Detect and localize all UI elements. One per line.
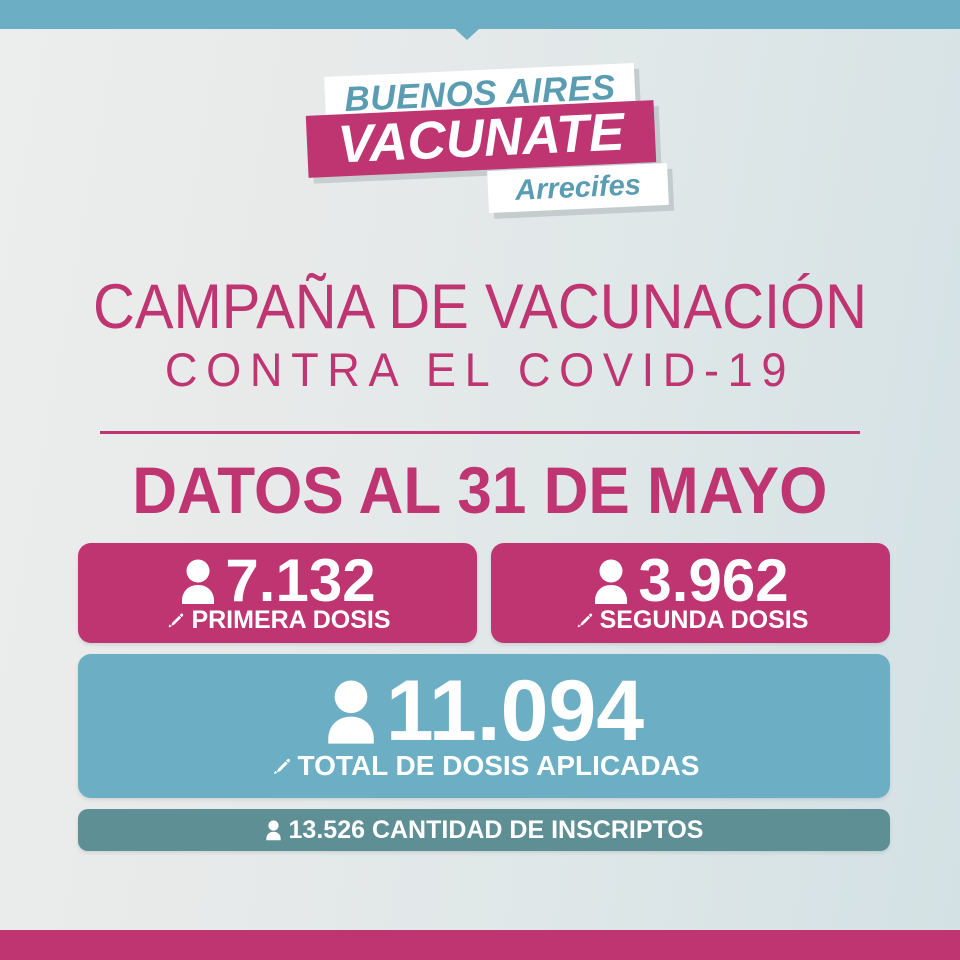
page-title-line-2: CONTRA EL COVID-19 [164,343,796,396]
stat-card-total-dosis-label-row: TOTAL DE DOSIS APLICADAS [269,750,700,782]
stat-card-primera-dosis-number: 7.132 [225,546,376,614]
logo-text-arrecifes: Arrecifes [514,169,642,207]
stat-card-total-dosis-label: TOTAL DE DOSIS APLICADAS [297,750,700,781]
stat-card-segunda-dosis-label-row: SEGUNDA DOSIS [573,605,809,635]
stat-card-segunda-dosis-main: 3.962 [592,546,789,614]
stat-card-segunda-dosis: 3.962 SEGUNDA DOSIS [491,543,890,643]
stats-row-doses: 7.132 PRIMERA DOSIS [78,543,890,643]
stat-strip-inscriptos-text: 13.526 CANTIDAD DE INSCRIPTOS [288,815,704,844]
stat-card-total-dosis-number: 11.094 [385,663,645,759]
person-icon [595,559,628,604]
syringe-icon [273,758,290,774]
syringe-icon [168,613,184,627]
stat-card-primera-dosis-label: PRIMERA DOSIS [191,605,391,634]
stat-card-total-dosis-main: 11.094 [324,663,645,759]
stats-section: 7.132 PRIMERA DOSIS [78,543,890,851]
data-date-heading-label: DATOS AL 31 DE MAYO [132,453,828,527]
data-date-heading: DATOS AL 31 DE MAYO [0,452,960,528]
stat-card-total-dosis: 11.094 TOTAL DE DOSIS APLICADAS [78,654,890,798]
stat-card-segunda-dosis-number: 3.962 [638,546,789,614]
page-title: CAMPAÑA DE VACUNACIÓN CONTRA EL COVID-19 [0,272,960,398]
person-icon [328,680,374,744]
top-accent-bar [0,0,960,29]
bottom-accent-bar [0,930,960,960]
brand-logo: BUENOS AIRES VACUNATE Arrecifes [0,60,960,220]
logo-plate-arrecifes: Arrecifes [487,162,669,214]
stat-card-segunda-dosis-label: SEGUNDA DOSIS [599,605,809,634]
stat-card-primera-dosis-label-row: PRIMERA DOSIS [164,605,391,635]
syringe-icon [577,613,592,627]
person-icon [182,559,215,604]
page-title-line-1: CAMPAÑA DE VACUNACIÓN [92,272,868,342]
stat-card-primera-dosis: 7.132 PRIMERA DOSIS [78,543,477,643]
title-divider [100,431,860,434]
person-icon [265,820,281,841]
stat-card-primera-dosis-main: 7.132 [179,546,376,614]
top-accent-bar-notch [455,29,479,40]
stat-strip-inscriptos: 13.526 CANTIDAD DE INSCRIPTOS [78,809,890,851]
